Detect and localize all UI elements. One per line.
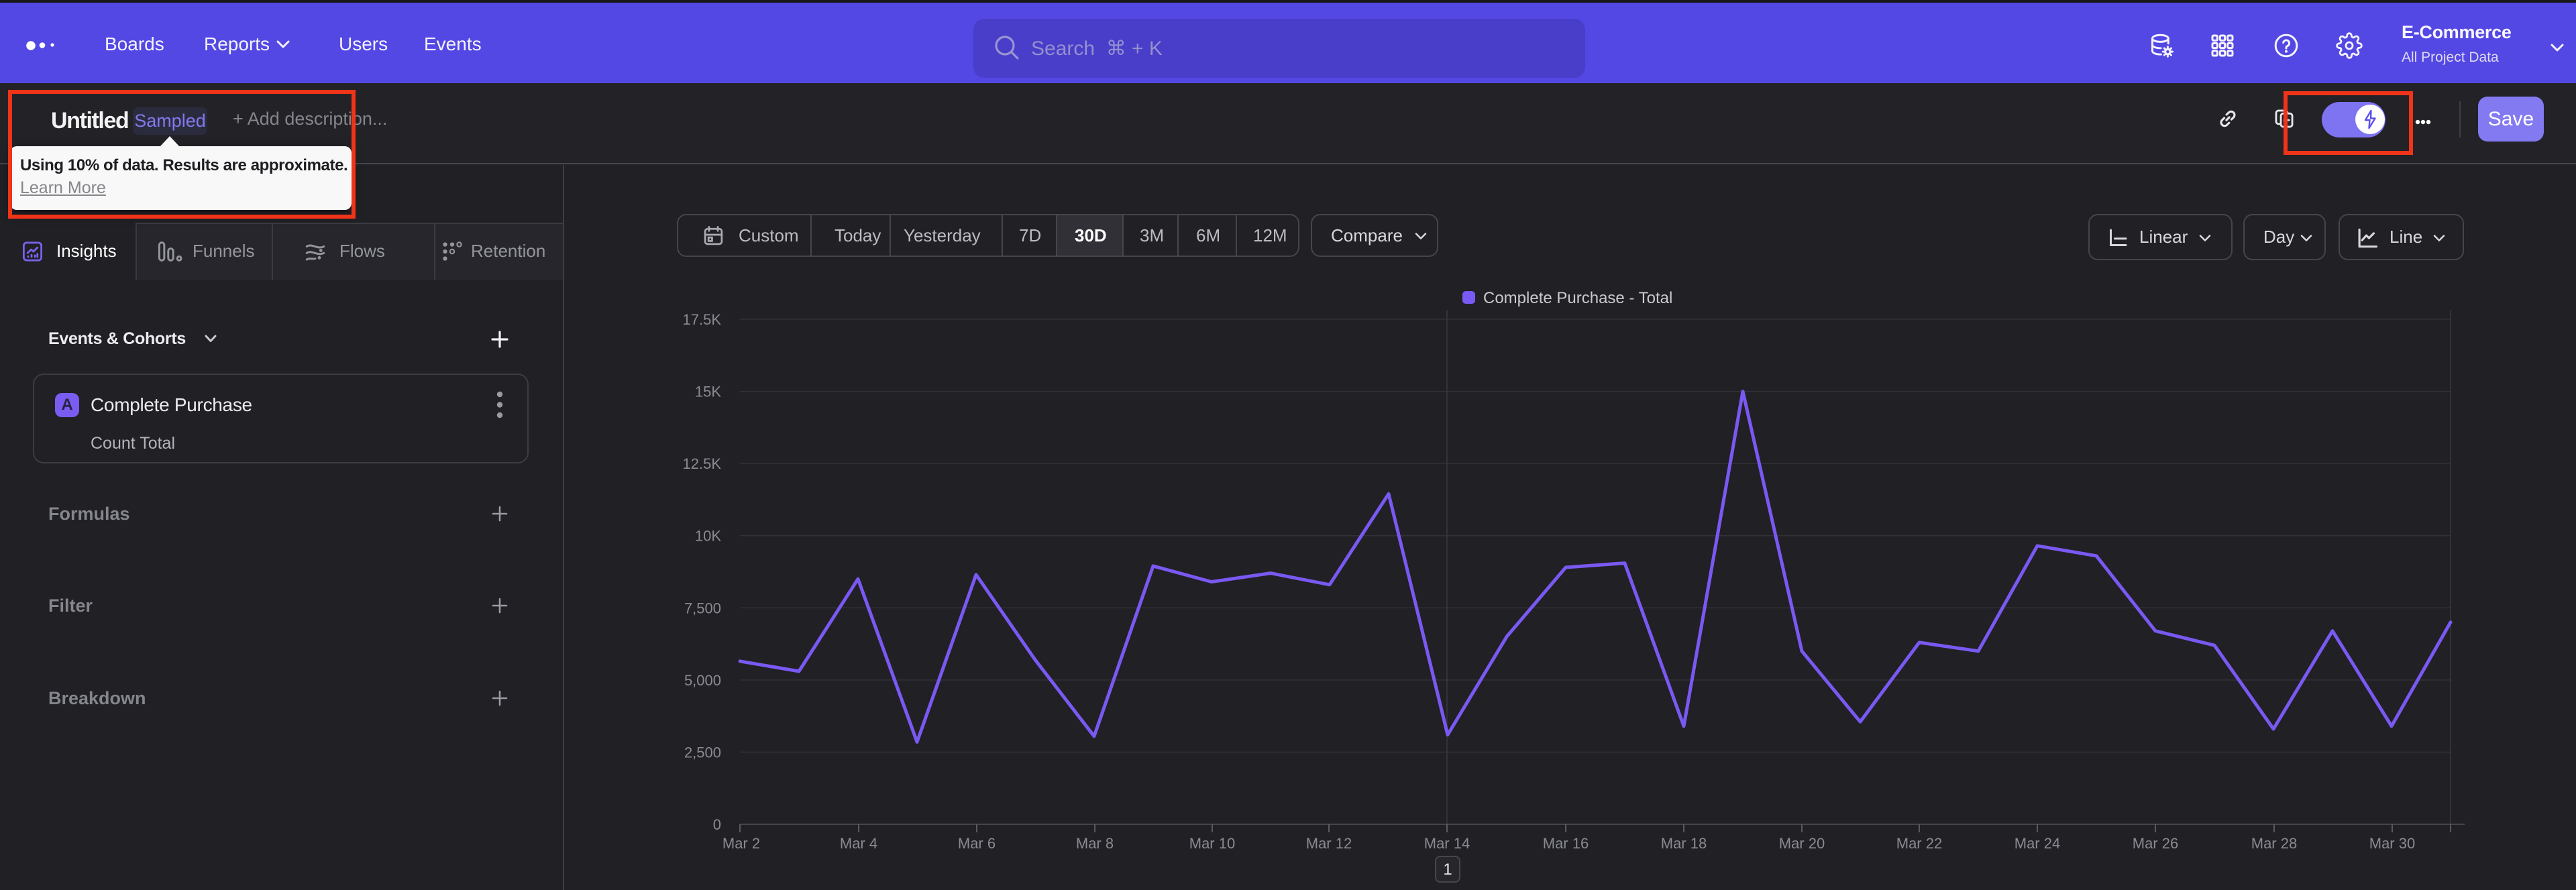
- svg-text:Mar 14: Mar 14: [1424, 835, 1470, 852]
- svg-text:Mar 26: Mar 26: [2133, 835, 2178, 852]
- svg-text:Mar 10: Mar 10: [1189, 835, 1235, 852]
- svg-text:Mar 28: Mar 28: [2251, 835, 2297, 852]
- svg-text:Mar 18: Mar 18: [1661, 835, 1707, 852]
- svg-text:Mar 24: Mar 24: [2015, 835, 2060, 852]
- svg-text:10K: 10K: [695, 528, 721, 545]
- svg-text:Mar 12: Mar 12: [1306, 835, 1352, 852]
- svg-text:5,000: 5,000: [684, 672, 721, 689]
- svg-text:17.5K: 17.5K: [683, 311, 722, 328]
- svg-text:Mar 30: Mar 30: [2369, 835, 2415, 852]
- svg-text:12.5K: 12.5K: [683, 455, 722, 472]
- svg-text:7,500: 7,500: [684, 600, 721, 616]
- svg-text:Mar 20: Mar 20: [1779, 835, 1825, 852]
- svg-text:Mar 6: Mar 6: [958, 835, 996, 852]
- svg-text:Mar 4: Mar 4: [840, 835, 877, 852]
- svg-text:Mar 16: Mar 16: [1543, 835, 1589, 852]
- svg-text:Mar 8: Mar 8: [1076, 835, 1114, 852]
- svg-text:Mar 2: Mar 2: [722, 835, 760, 852]
- svg-text:Mar 22: Mar 22: [1896, 835, 1942, 852]
- svg-text:2,500: 2,500: [684, 744, 721, 761]
- svg-text:0: 0: [713, 816, 721, 833]
- svg-text:15K: 15K: [695, 384, 721, 400]
